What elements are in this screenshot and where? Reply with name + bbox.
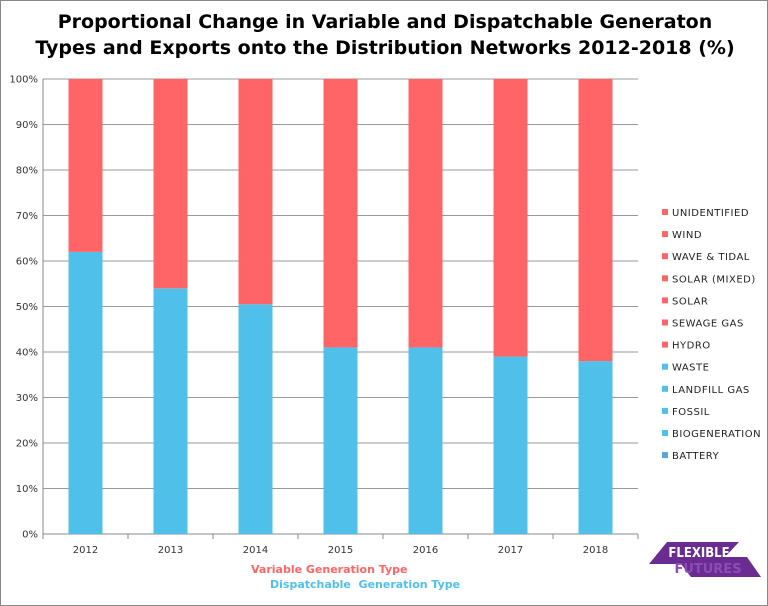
y-tick-label: 20% (16, 439, 38, 450)
y-tick-label: 60% (16, 257, 38, 268)
x-tick-label: 2013 (158, 545, 183, 556)
title-line-1: Proportional Change in Variable and Disp… (57, 11, 713, 33)
bar-dispatchable-2018 (578, 361, 613, 534)
bar-dispatchable-2013 (153, 288, 188, 534)
bar-variable-2018 (578, 79, 613, 362)
y-tick-label: 100% (9, 75, 38, 86)
legend-swatch (662, 275, 668, 282)
y-tick-label: 30% (16, 393, 38, 404)
legend-swatch (662, 452, 668, 459)
y-tick-label: 40% (16, 348, 38, 359)
legend-label: HYDRO (672, 341, 711, 352)
bar-dispatchable-2015 (323, 347, 358, 534)
y-tick-label: 50% (16, 302, 38, 313)
bar-variable-2014 (238, 79, 273, 305)
legend-label: WASTE (672, 363, 709, 374)
x-tick-label: 2015 (328, 545, 353, 556)
bar-variable-2012 (68, 79, 103, 252)
legend-swatch (662, 430, 668, 436)
legend-swatch (662, 297, 668, 304)
legend-label: FOSSIL (672, 407, 710, 418)
y-tick-label: 10% (16, 484, 38, 495)
legend-swatch (662, 231, 668, 238)
x-tick-label: 2012 (73, 545, 98, 556)
chart-title: Proportional Change in Variable and Disp… (1, 9, 767, 61)
x-tick-label: 2018 (583, 545, 608, 556)
legend-label: SOLAR (MIXED) (672, 274, 756, 285)
bar-variable-2015 (323, 79, 358, 348)
xlabel-dispatchable: Dispatchable Generation Type (270, 578, 461, 591)
y-tick-label: 70% (16, 211, 38, 222)
legend-swatch (662, 253, 668, 260)
bar-dispatchable-2012 (68, 251, 103, 534)
y-tick-label: 90% (16, 120, 38, 131)
legend-label: BIOGENERATION (672, 429, 761, 440)
legend-label: WAVE & TIDAL (672, 252, 750, 263)
y-tick-label: 0% (22, 530, 38, 541)
legend-label: LANDFILL GAS (672, 385, 750, 396)
bar-dispatchable-2016 (408, 347, 443, 534)
legend-swatch (662, 319, 668, 326)
legend-label: SEWAGE GAS (672, 319, 744, 330)
bar-dispatchable-2014 (238, 304, 273, 534)
bar-variable-2016 (408, 79, 443, 348)
legend-swatch (662, 363, 668, 370)
legend-swatch (662, 407, 668, 414)
legend-swatch (662, 341, 668, 348)
title-line-2: Types and Exports onto the Distribution … (35, 37, 735, 59)
legend-swatch (662, 209, 668, 215)
xlabel-variable: Variable Generation Type (251, 563, 408, 576)
legend-label: UNIDENTIFIED (672, 208, 749, 219)
x-tick-label: 2014 (243, 545, 268, 556)
x-tick-label: 2017 (498, 545, 523, 556)
legend-label: WIND (672, 230, 702, 241)
legend-swatch (662, 385, 668, 392)
y-tick-label: 80% (16, 166, 38, 177)
legend-label: BATTERY (672, 451, 720, 462)
legend-label: SOLAR (672, 296, 708, 307)
bar-variable-2017 (493, 79, 528, 357)
x-tick-label: 2016 (413, 545, 438, 556)
bar-variable-2013 (153, 79, 188, 289)
bar-dispatchable-2017 (493, 356, 528, 534)
